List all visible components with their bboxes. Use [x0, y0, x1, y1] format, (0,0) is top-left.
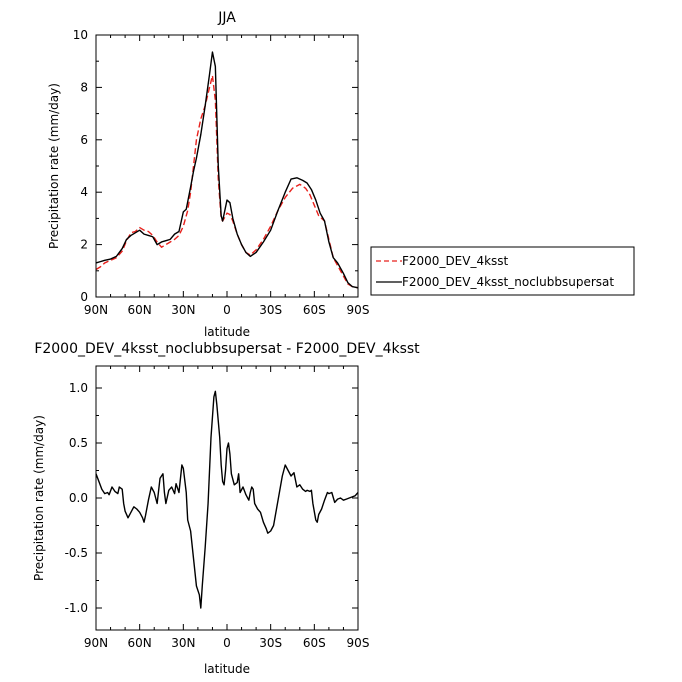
panel2-frame	[95, 365, 359, 631]
panel2-ytick-label: 0.5	[69, 436, 88, 450]
panel1-series-line-1	[95, 51, 359, 289]
panel2-ylabel: Precipitation rate (mm/day)	[32, 415, 46, 581]
panel1-ytick-label: 4	[80, 185, 88, 199]
panel1-ytick-label: 2	[80, 238, 88, 252]
panel2-xtick-label: 30S	[259, 636, 282, 650]
panel2-ytick-label: 0.0	[69, 491, 88, 505]
panel1-frame	[95, 34, 359, 298]
panel2-marks: 90N 60N 30N 0 30S 60S 90S -1.0 -0.5 0.0 0.5 1.0	[65, 366, 370, 650]
panel1-xtick-label: 30N	[171, 303, 195, 317]
panel1-ylabel: Precipitation rate (mm/day)	[47, 83, 61, 249]
panel1-xtick-label: 30S	[259, 303, 282, 317]
panel1-ytick-label: 0	[80, 290, 88, 304]
panel1-ytick-label: 8	[80, 80, 88, 94]
panel1-xtick-label: 0	[223, 303, 231, 317]
panel1-ytick-label: 6	[80, 133, 88, 147]
panel-difference: F2000_DEV_4ksst_noclubbsupersat - F2000_…	[32, 341, 420, 676]
panel2-series-line-0	[95, 390, 359, 609]
legend-label-series-1: F2000_DEV_4ksst_noclubbsupersat	[402, 275, 614, 289]
panel2-xtick-label: 90S	[347, 636, 370, 650]
panel1-xtick-label: 90S	[347, 303, 370, 317]
panel2-xtick-label: 60N	[128, 636, 152, 650]
panel1-xlabel: latitude	[204, 325, 250, 339]
panel2-xlabel: latitude	[204, 662, 250, 676]
panel2-ytick-label: 1.0	[69, 381, 88, 395]
panel2-xtick-label: 90N	[84, 636, 108, 650]
panel1-xtick-label: 60S	[303, 303, 326, 317]
panel1-ytick-label: 10	[73, 28, 88, 42]
panel1-xtick-label: 60N	[128, 303, 152, 317]
panel1-series-line-0	[95, 74, 359, 289]
panel2-xtick-label: 30N	[171, 636, 195, 650]
legend-box	[370, 246, 635, 296]
panel2-ytick-label: -0.5	[65, 546, 88, 560]
panel1-xtick-label: 90N	[84, 303, 108, 317]
panel2-title: F2000_DEV_4ksst_noclubbsupersat - F2000_…	[34, 341, 420, 357]
panel2-ytick-label: -1.0	[65, 601, 88, 615]
legend-label-series-0: F2000_DEV_4ksst	[402, 254, 509, 268]
panel2-xtick-label: 0	[223, 636, 231, 650]
panel1-marks: 90N 60N 30N 0 30S 60S 90S 0 2 4 6 8 10	[73, 28, 370, 317]
legend: F2000_DEV_4ksst F2000_DEV_4ksst_noclubbs…	[370, 246, 635, 296]
panel2-xtick-label: 60S	[303, 636, 326, 650]
panel1-title: JJA	[217, 10, 236, 26]
